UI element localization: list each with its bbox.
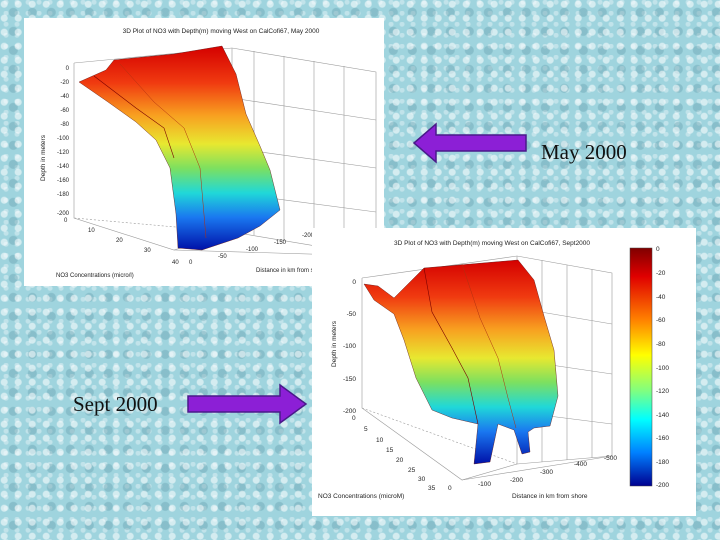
svg-text:40: 40 — [172, 260, 179, 266]
sept-surface-fold — [423, 267, 479, 425]
may-arrow-shape — [412, 122, 527, 164]
svg-text:-100: -100 — [246, 247, 259, 253]
svg-text:10: 10 — [376, 437, 384, 444]
may-surface-fold — [93, 75, 175, 159]
svg-text:-150: -150 — [343, 376, 356, 383]
may-arrow-icon — [412, 122, 527, 164]
sept-y-axis-ticks: 0 -100 -200 -300 -400 -500 — [448, 455, 617, 492]
svg-text:-180: -180 — [57, 192, 70, 198]
svg-text:15: 15 — [386, 447, 394, 454]
svg-text:0: 0 — [352, 415, 356, 422]
svg-text:-50: -50 — [347, 311, 357, 318]
may-2000-plot-panel: 3D Plot of NO3 with Depth(m) moving West… — [24, 18, 384, 286]
svg-text:-40: -40 — [656, 294, 666, 301]
may-y-axis-ticks: 0 -50 -100 -150 -200 — [189, 233, 315, 266]
may-no3-surface — [78, 45, 281, 251]
svg-text:-140: -140 — [57, 164, 70, 170]
may-2000-3d-plot: 3D Plot of NO3 with Depth(m) moving West… — [40, 28, 377, 279]
sept-surface-ridge — [461, 263, 517, 429]
may-2000-caption: May 2000 — [541, 140, 627, 164]
svg-text:0: 0 — [189, 260, 193, 266]
svg-text:0: 0 — [656, 246, 660, 253]
svg-text:-200: -200 — [510, 477, 523, 484]
sept-2000-plot-panel: 3D Plot of NO3 with Depth(m) moving West… — [312, 228, 696, 516]
svg-text:-100: -100 — [343, 343, 356, 350]
svg-text:30: 30 — [144, 248, 151, 254]
sept-no3-surface — [363, 259, 559, 465]
sept-colorbar-ticks: 0 -20 -40 -60 -80 -100 -120 -140 -160 -1… — [656, 246, 669, 489]
svg-text:0: 0 — [66, 66, 70, 72]
svg-text:25: 25 — [408, 467, 416, 474]
svg-text:-140: -140 — [656, 412, 669, 419]
svg-text:-200: -200 — [656, 482, 669, 489]
svg-text:-80: -80 — [60, 122, 69, 128]
sept-x-axis-ticks: 0 5 10 15 20 25 30 35 — [352, 415, 436, 492]
svg-text:-100: -100 — [57, 136, 70, 142]
may-x-axis-ticks: 0 10 20 30 40 — [64, 218, 179, 266]
svg-text:-500: -500 — [604, 455, 617, 462]
svg-text:-60: -60 — [656, 317, 666, 324]
svg-text:-200: -200 — [57, 211, 70, 217]
sept-2000-caption: Sept 2000 — [73, 392, 158, 416]
sept-y-axis-label: Distance in km from shore — [512, 493, 588, 500]
svg-text:35: 35 — [428, 485, 436, 492]
svg-text:-120: -120 — [656, 388, 669, 395]
sept-plot-title: 3D Plot of NO3 with Depth(m) moving West… — [394, 240, 590, 247]
may-surface-ridge — [119, 63, 207, 239]
svg-text:30: 30 — [418, 476, 426, 483]
svg-text:5: 5 — [364, 426, 368, 433]
sept-z-axis-ticks: 0 -50 -100 -150 -200 — [343, 279, 356, 415]
may-plot-title: 3D Plot of NO3 with Depth(m) moving West… — [123, 28, 320, 35]
svg-text:-50: -50 — [218, 254, 227, 260]
may-z-axis-label: Depth in meters — [40, 134, 47, 181]
svg-text:10: 10 — [88, 228, 95, 234]
svg-text:-200: -200 — [302, 233, 315, 239]
svg-text:-150: -150 — [274, 240, 287, 246]
svg-text:0: 0 — [352, 279, 356, 286]
sept-x-axis-label: NO3 Concentrations (microM) — [318, 493, 404, 500]
svg-text:-180: -180 — [656, 459, 669, 466]
sept-2000-3d-plot: 3D Plot of NO3 with Depth(m) moving West… — [318, 240, 669, 500]
svg-text:0: 0 — [64, 218, 68, 224]
svg-text:-20: -20 — [656, 270, 666, 277]
svg-text:-20: -20 — [60, 80, 69, 86]
svg-text:-100: -100 — [656, 365, 669, 372]
may-z-axis-ticks: 0 -20 -40 -60 -80 -100 -120 -140 -160 -1… — [57, 66, 70, 217]
svg-text:-300: -300 — [540, 469, 553, 476]
svg-text:-100: -100 — [478, 481, 491, 488]
may-y-axis-label: Distance in km from shore — [256, 268, 326, 274]
svg-text:-120: -120 — [57, 150, 70, 156]
svg-text:-60: -60 — [60, 108, 69, 114]
svg-text:-80: -80 — [656, 341, 666, 348]
svg-text:-160: -160 — [656, 435, 669, 442]
svg-text:-200: -200 — [343, 408, 356, 415]
svg-text:-160: -160 — [57, 178, 70, 184]
may-x-axis-label: NO3 Concentrations (micro/l) — [56, 273, 134, 279]
sept-z-axis-label: Depth in meters — [331, 320, 338, 367]
sept-colorbar — [629, 247, 653, 487]
sept-arrow-shape — [187, 383, 308, 425]
svg-text:20: 20 — [396, 457, 404, 464]
svg-text:-40: -40 — [60, 94, 69, 100]
svg-text:0: 0 — [448, 485, 452, 492]
sept-arrow-icon — [187, 383, 308, 425]
svg-text:20: 20 — [116, 238, 123, 244]
svg-text:-400: -400 — [574, 461, 587, 468]
